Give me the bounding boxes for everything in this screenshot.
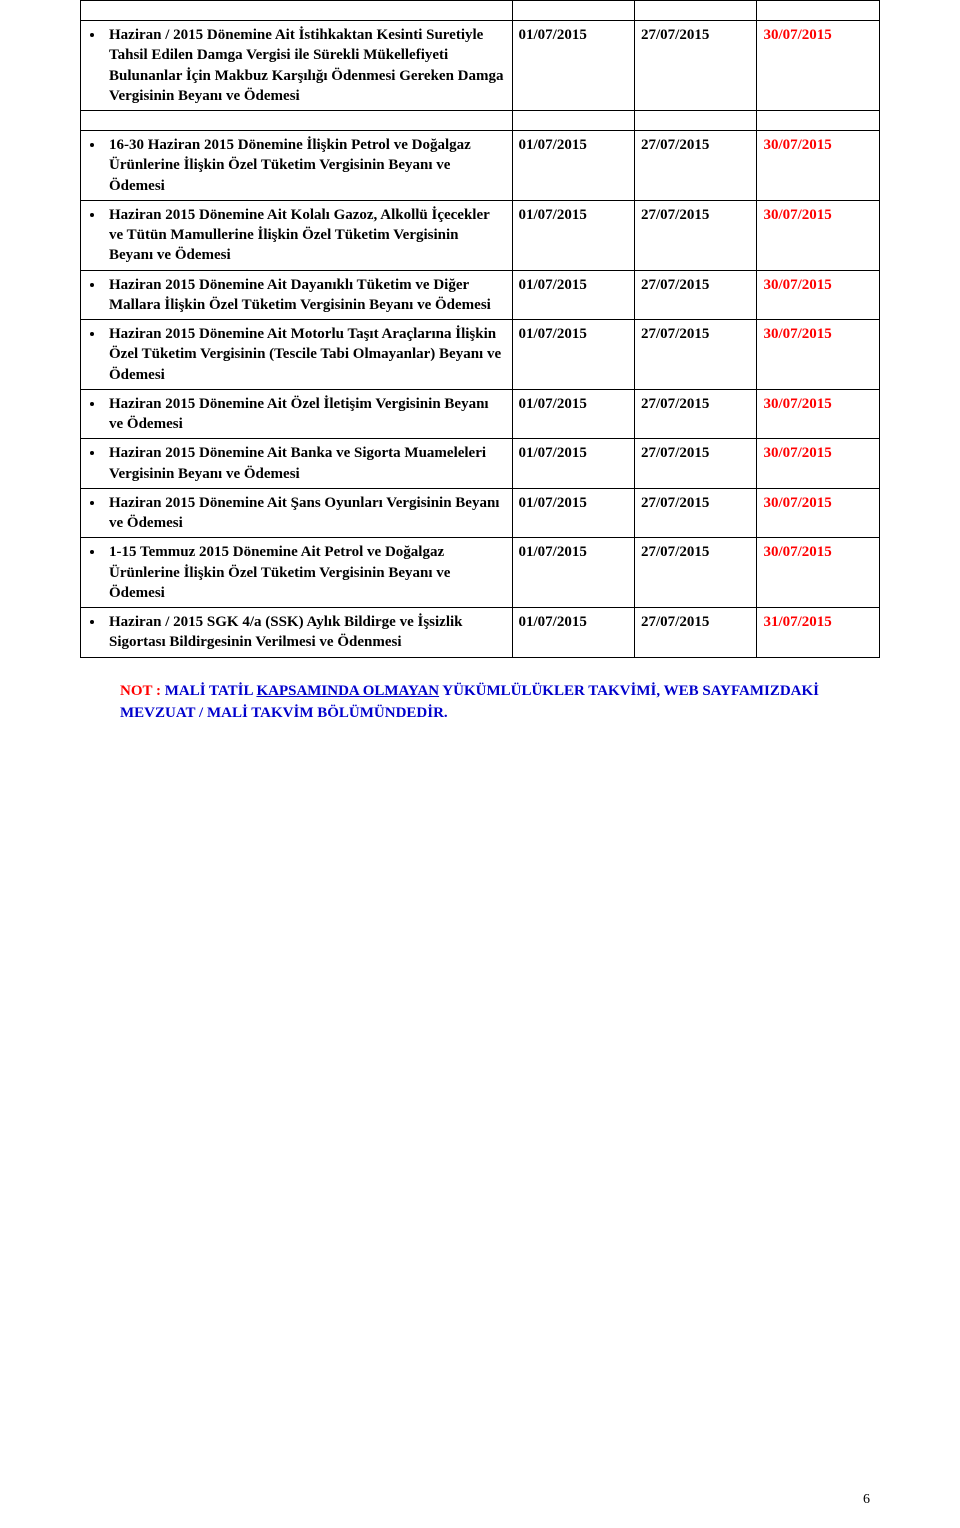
page-number: 6	[863, 1492, 870, 1508]
description-cell: 1-15 Temmuz 2015 Dönemine Ait Petrol ve …	[81, 538, 513, 608]
date-end-cell: 30/07/2015	[757, 200, 880, 270]
bullet-list: 1-15 Temmuz 2015 Dönemine Ait Petrol ve …	[87, 542, 506, 603]
bullet-list: Haziran 2015 Dönemine Ait Şans Oyunları …	[87, 493, 506, 534]
date-end-cell: 30/07/2015	[757, 131, 880, 201]
date-start-cell: 01/07/2015	[512, 608, 634, 658]
table-row: Haziran 2015 Dönemine Ait Özel İletişim …	[81, 389, 880, 439]
description-cell: Haziran 2015 Dönemine Ait Kolalı Gazoz, …	[81, 200, 513, 270]
bullet-list: Haziran / 2015 Dönemine Ait İstihkaktan …	[87, 25, 506, 106]
date-mid-cell: 27/07/2015	[634, 488, 756, 538]
date-start-cell: 01/07/2015	[512, 270, 634, 320]
note-text-prefix: MALİ TATİL	[165, 683, 257, 699]
table-row: Haziran 2015 Dönemine Ait Şans Oyunları …	[81, 488, 880, 538]
date-end-cell: 30/07/2015	[757, 439, 880, 489]
table-row: Haziran 2015 Dönemine Ait Motorlu Taşıt …	[81, 320, 880, 390]
table-row: 16-30 Haziran 2015 Dönemine İlişkin Petr…	[81, 131, 880, 201]
date-start-cell: 01/07/2015	[512, 21, 634, 111]
description-cell: Haziran / 2015 SGK 4/a (SSK) Aylık Bildi…	[81, 608, 513, 658]
description-cell: Haziran 2015 Dönemine Ait Şans Oyunları …	[81, 488, 513, 538]
date-mid-cell: 27/07/2015	[634, 389, 756, 439]
table-row	[81, 1, 880, 21]
empty-cell	[512, 1, 634, 21]
date-end-cell: 30/07/2015	[757, 389, 880, 439]
bullet-item: Haziran 2015 Dönemine Ait Şans Oyunları …	[105, 493, 506, 534]
bullet-item: Haziran 2015 Dönemine Ait Özel İletişim …	[105, 394, 506, 435]
table-row: Haziran / 2015 SGK 4/a (SSK) Aylık Bildi…	[81, 608, 880, 658]
bullet-item: Haziran / 2015 Dönemine Ait İstihkaktan …	[105, 25, 506, 106]
note-label: NOT :	[120, 683, 161, 699]
date-end-cell: 30/07/2015	[757, 488, 880, 538]
date-end-cell: 30/07/2015	[757, 538, 880, 608]
table-row: Haziran 2015 Dönemine Ait Banka ve Sigor…	[81, 439, 880, 489]
description-cell: Haziran 2015 Dönemine Ait Banka ve Sigor…	[81, 439, 513, 489]
date-mid-cell: 27/07/2015	[634, 131, 756, 201]
date-mid-cell: 27/07/2015	[634, 21, 756, 111]
bullet-item: 1-15 Temmuz 2015 Dönemine Ait Petrol ve …	[105, 542, 506, 603]
description-cell: Haziran 2015 Dönemine Ait Motorlu Taşıt …	[81, 320, 513, 390]
bullet-item: Haziran / 2015 SGK 4/a (SSK) Aylık Bildi…	[105, 612, 506, 653]
empty-cell	[81, 111, 513, 131]
date-mid-cell: 27/07/2015	[634, 538, 756, 608]
date-end-cell: 31/07/2015	[757, 608, 880, 658]
date-start-cell: 01/07/2015	[512, 439, 634, 489]
table-row: Haziran 2015 Dönemine Ait Dayanıklı Tüke…	[81, 270, 880, 320]
date-mid-cell: 27/07/2015	[634, 270, 756, 320]
date-start-cell: 01/07/2015	[512, 389, 634, 439]
table-row: Haziran / 2015 Dönemine Ait İstihkaktan …	[81, 21, 880, 111]
bullet-item: Haziran 2015 Dönemine Ait Banka ve Sigor…	[105, 443, 506, 484]
empty-cell	[634, 1, 756, 21]
bullet-item: 16-30 Haziran 2015 Dönemine İlişkin Petr…	[105, 135, 506, 196]
bullet-list: 16-30 Haziran 2015 Dönemine İlişkin Petr…	[87, 135, 506, 196]
table-row	[81, 111, 880, 131]
tax-calendar-table: Haziran / 2015 Dönemine Ait İstihkaktan …	[80, 0, 880, 658]
bullet-list: Haziran 2015 Dönemine Ait Dayanıklı Tüke…	[87, 275, 506, 316]
description-cell: 16-30 Haziran 2015 Dönemine İlişkin Petr…	[81, 131, 513, 201]
date-end-cell: 30/07/2015	[757, 21, 880, 111]
bullet-list: Haziran 2015 Dönemine Ait Kolalı Gazoz, …	[87, 205, 506, 266]
date-mid-cell: 27/07/2015	[634, 608, 756, 658]
empty-cell	[757, 1, 880, 21]
date-start-cell: 01/07/2015	[512, 200, 634, 270]
date-mid-cell: 27/07/2015	[634, 320, 756, 390]
description-cell: Haziran 2015 Dönemine Ait Özel İletişim …	[81, 389, 513, 439]
table-row: 1-15 Temmuz 2015 Dönemine Ait Petrol ve …	[81, 538, 880, 608]
empty-cell	[81, 1, 513, 21]
date-start-cell: 01/07/2015	[512, 538, 634, 608]
date-mid-cell: 27/07/2015	[634, 200, 756, 270]
empty-cell	[512, 111, 634, 131]
date-end-cell: 30/07/2015	[757, 320, 880, 390]
date-mid-cell: 27/07/2015	[634, 439, 756, 489]
note-text-underlined: KAPSAMINDA OLMAYAN	[256, 683, 439, 699]
bullet-list: Haziran 2015 Dönemine Ait Banka ve Sigor…	[87, 443, 506, 484]
note-block: NOT : MALİ TATİL KAPSAMINDA OLMAYAN YÜKÜ…	[80, 680, 880, 725]
note-text: MALİ TATİL KAPSAMINDA OLMAYAN YÜKÜMLÜLÜK…	[120, 683, 819, 722]
empty-cell	[757, 111, 880, 131]
table-row: Haziran 2015 Dönemine Ait Kolalı Gazoz, …	[81, 200, 880, 270]
description-cell: Haziran / 2015 Dönemine Ait İstihkaktan …	[81, 21, 513, 111]
bullet-item: Haziran 2015 Dönemine Ait Dayanıklı Tüke…	[105, 275, 506, 316]
date-start-cell: 01/07/2015	[512, 488, 634, 538]
description-cell: Haziran 2015 Dönemine Ait Dayanıklı Tüke…	[81, 270, 513, 320]
bullet-list: Haziran 2015 Dönemine Ait Motorlu Taşıt …	[87, 324, 506, 385]
bullet-list: Haziran 2015 Dönemine Ait Özel İletişim …	[87, 394, 506, 435]
bullet-item: Haziran 2015 Dönemine Ait Motorlu Taşıt …	[105, 324, 506, 385]
date-start-cell: 01/07/2015	[512, 131, 634, 201]
date-end-cell: 30/07/2015	[757, 270, 880, 320]
bullet-list: Haziran / 2015 SGK 4/a (SSK) Aylık Bildi…	[87, 612, 506, 653]
page: Haziran / 2015 Dönemine Ait İstihkaktan …	[0, 0, 960, 1528]
bullet-item: Haziran 2015 Dönemine Ait Kolalı Gazoz, …	[105, 205, 506, 266]
empty-cell	[634, 111, 756, 131]
date-start-cell: 01/07/2015	[512, 320, 634, 390]
